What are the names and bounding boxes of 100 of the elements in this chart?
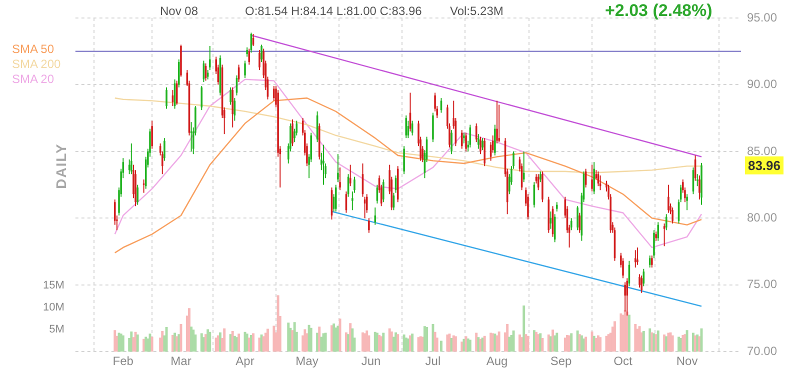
candlestick — [591, 164, 593, 192]
y2-tick-label: 15M — [42, 280, 64, 292]
candlestick — [663, 223, 666, 247]
bar — [208, 332, 212, 352]
candlestick — [460, 130, 463, 150]
bar — [252, 333, 254, 352]
annotation: Vol:5.23M — [450, 4, 504, 18]
candlestick — [403, 146, 405, 175]
bar — [440, 340, 442, 352]
x-tick-label: Oct — [614, 354, 633, 368]
candlestick — [190, 122, 192, 152]
bar — [522, 305, 526, 352]
candlestick — [498, 104, 500, 143]
candlestick — [374, 206, 376, 226]
candlestick — [686, 194, 688, 211]
candlestick — [482, 138, 484, 151]
bar — [512, 330, 515, 352]
candlestick — [244, 60, 246, 79]
text: DAILY — [52, 143, 69, 189]
annotation: Nov 08 — [160, 4, 198, 18]
bar — [258, 338, 261, 352]
bar — [432, 324, 434, 352]
candlestick — [665, 214, 668, 231]
candlestick — [576, 206, 578, 231]
bar — [320, 336, 323, 352]
bar — [498, 331, 500, 352]
candlestick — [484, 138, 486, 167]
x-tick-label: Mar — [170, 354, 192, 368]
bar — [506, 324, 509, 352]
y-tick-label: 90.00 — [746, 77, 778, 92]
bar — [238, 334, 240, 352]
candlestick — [337, 154, 339, 183]
candlestick — [334, 184, 337, 212]
candlestick — [696, 174, 698, 187]
text: SMA 200 — [12, 57, 61, 72]
bar — [584, 336, 588, 352]
candlestick — [322, 144, 324, 186]
bar — [180, 324, 182, 352]
candlestick — [478, 134, 480, 150]
bar — [272, 326, 276, 352]
y-tick-label: 70.00 — [746, 344, 778, 358]
candlestick — [292, 118, 294, 147]
candlestick — [593, 162, 595, 195]
candlestick — [208, 46, 211, 71]
candlestick — [522, 150, 525, 183]
y2-tick-label: 5M — [49, 324, 64, 336]
candlestick — [200, 86, 203, 111]
annotation: +2.03 (2.48%) — [605, 1, 712, 21]
bar — [462, 338, 466, 352]
candlestick — [246, 46, 248, 58]
candlestick — [653, 230, 655, 259]
candlestick — [368, 218, 370, 234]
x-tick-label: Jun — [361, 354, 381, 368]
candlestick — [480, 136, 482, 155]
bar — [266, 328, 269, 352]
bar — [656, 330, 660, 352]
x-tick-label: Jul — [425, 354, 441, 368]
x-tick-label: Feb — [112, 354, 134, 368]
candlestick — [636, 247, 638, 266]
y-tick-label: 75.00 — [746, 277, 778, 292]
candlestick — [640, 275, 642, 294]
candlestick — [382, 178, 384, 203]
text: 83.96 — [748, 158, 781, 173]
candlestick — [248, 48, 250, 66]
bar — [188, 308, 190, 352]
candlestick — [578, 212, 581, 234]
x-tick-label: May — [296, 354, 318, 368]
text: SMA 20 — [12, 72, 56, 87]
candlestick — [668, 184, 670, 214]
bar — [306, 333, 308, 352]
candlestick — [648, 255, 651, 268]
bar — [338, 318, 342, 352]
candlestick — [556, 202, 558, 212]
y-tick-label: 95.00 — [746, 10, 778, 24]
bar — [628, 314, 630, 352]
x-tick-label: Nov — [676, 354, 698, 368]
bar — [351, 328, 354, 352]
bar — [671, 335, 674, 352]
candlestick — [450, 130, 452, 155]
bar — [382, 332, 385, 352]
bar — [426, 327, 428, 352]
text: SMA 50 — [12, 42, 56, 57]
annotation: O:81.54 H:84.14 L:81.00 C:83.96 — [245, 4, 422, 18]
candlestick — [405, 114, 408, 139]
candlestick — [672, 206, 674, 224]
candlestick — [570, 218, 572, 231]
bar — [686, 330, 688, 352]
bar — [541, 338, 544, 352]
candlestick — [258, 50, 260, 71]
candlestick — [651, 255, 653, 268]
candlestick — [230, 86, 232, 106]
y-tick-label: 85.00 — [746, 144, 778, 158]
candlestick — [496, 100, 498, 144]
candlestick — [655, 231, 657, 242]
candlestick — [634, 250, 636, 268]
bar — [223, 328, 226, 352]
x-tick-label: Aug — [486, 354, 508, 368]
bar — [411, 334, 414, 352]
candlestick — [339, 166, 341, 191]
candlestick — [465, 132, 467, 152]
